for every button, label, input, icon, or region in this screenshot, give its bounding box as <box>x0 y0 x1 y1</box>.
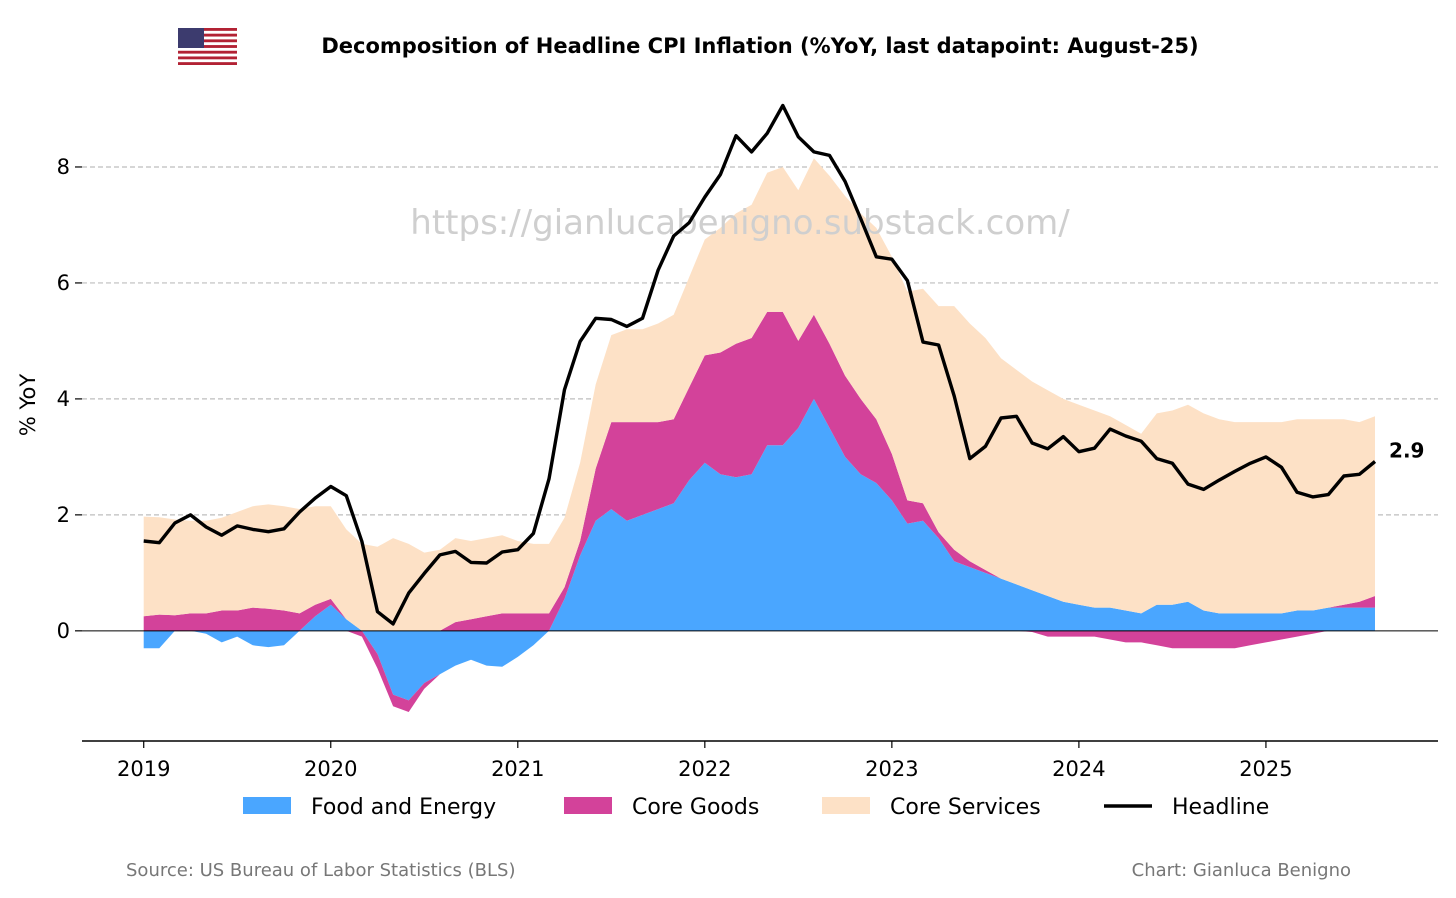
legend-swatch-core-goods <box>564 797 612 814</box>
legend-label-core-services: Core Services <box>890 795 1041 820</box>
legend: Food and Energy Core Goods Core Services He… <box>243 795 1269 820</box>
headline-line <box>143 103 1377 626</box>
y-tick-label: 8 <box>57 155 70 179</box>
flag-stripe <box>178 45 237 48</box>
headline-series <box>143 103 1377 626</box>
legend-swatch-core-services <box>822 797 870 814</box>
x-tick-label: 2025 <box>1239 757 1292 781</box>
legend-label-headline: Headline <box>1172 795 1269 820</box>
end-value-label: 2.9 <box>1389 439 1424 463</box>
us-flag-icon <box>178 28 237 65</box>
flag-stripe <box>178 62 237 65</box>
legend-label-core-goods: Core Goods <box>632 795 759 820</box>
legend-label-food-and-energy: Food and Energy <box>311 795 496 820</box>
x-tick-label: 2019 <box>117 757 170 781</box>
legend-swatch-food-and-energy <box>243 797 291 814</box>
y-tick-label: 2 <box>57 503 70 527</box>
chart-credit: Chart: Gianluca Benigno <box>1132 860 1351 881</box>
flag-stripe <box>178 56 237 60</box>
source-note: Source: US Bureau of Labor Statistics (B… <box>126 860 515 881</box>
food-and-energy-area-positive <box>143 398 1376 631</box>
chart-title: Decomposition of Headline CPI Inflation … <box>321 34 1198 58</box>
flag-stripe <box>178 39 237 43</box>
core-goods-area-positive <box>143 311 1376 631</box>
y-tick-label: 4 <box>57 387 70 411</box>
food-and-energy-area-negative <box>143 630 1376 701</box>
flag-stripe <box>178 33 237 37</box>
core-goods-area-negative <box>143 630 1376 712</box>
x-tick-label: 2020 <box>304 757 357 781</box>
y-tick-label: 6 <box>57 271 70 295</box>
x-tick-label: 2022 <box>678 757 731 781</box>
flag-stripe <box>178 50 237 54</box>
y-axis-label: % YoY <box>16 374 40 437</box>
watermark: https://gianlucabenigno.substack.com/ <box>410 203 1070 243</box>
x-axis: 2019 2020 2021 2022 2023 2024 2025 <box>117 741 1293 781</box>
flag-stripe <box>178 28 237 31</box>
x-tick-label: 2023 <box>865 757 918 781</box>
y-tick-label: 0 <box>57 619 70 643</box>
x-tick-label: 2024 <box>1052 757 1105 781</box>
x-tick-label: 2021 <box>491 757 544 781</box>
stacked-areas <box>143 158 1376 712</box>
y-axis: 0 2 4 6 8 <box>57 155 82 643</box>
core-services-area-positive <box>143 158 1376 631</box>
